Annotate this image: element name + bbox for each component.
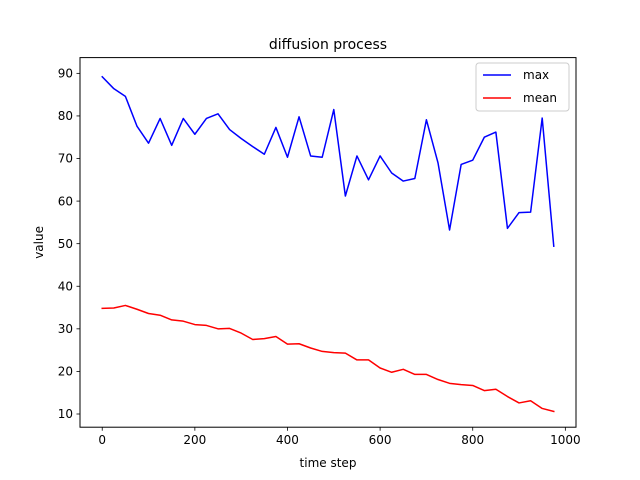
x-tick-label: 1000 [550,433,581,447]
x-tick-label: 0 [98,433,106,447]
series-line-mean [101,304,555,413]
y-tick-label: 40 [58,279,73,293]
plot-frame [79,57,577,428]
y-tick-label: 50 [58,237,73,251]
y-tick-label: 60 [58,194,73,208]
y-tick-label: 20 [58,365,73,379]
series-line-max [101,75,555,248]
y-tick-label: 30 [58,322,73,336]
y-tick-label: 70 [58,152,73,166]
x-tick-label: 200 [183,433,206,447]
x-tick-label: 400 [276,433,299,447]
x-tick-label: 600 [369,433,392,447]
x-axis: 0 200 400 600 800 1000 [98,427,581,447]
x-tick-label: 800 [461,433,484,447]
legend-label-max: max [523,68,549,82]
y-tick-label: 80 [58,109,73,123]
y-tick-label: 10 [58,407,73,421]
y-axis: 10 20 30 40 50 60 70 80 90 [58,67,80,421]
series-layer [101,75,555,413]
y-tick-label: 90 [58,67,73,81]
chart-title: diffusion process [269,37,387,53]
legend: max mean [475,62,570,112]
x-axis-label: time step [300,456,357,470]
y-axis-label: value [32,226,46,259]
legend-label-mean: mean [523,91,557,105]
